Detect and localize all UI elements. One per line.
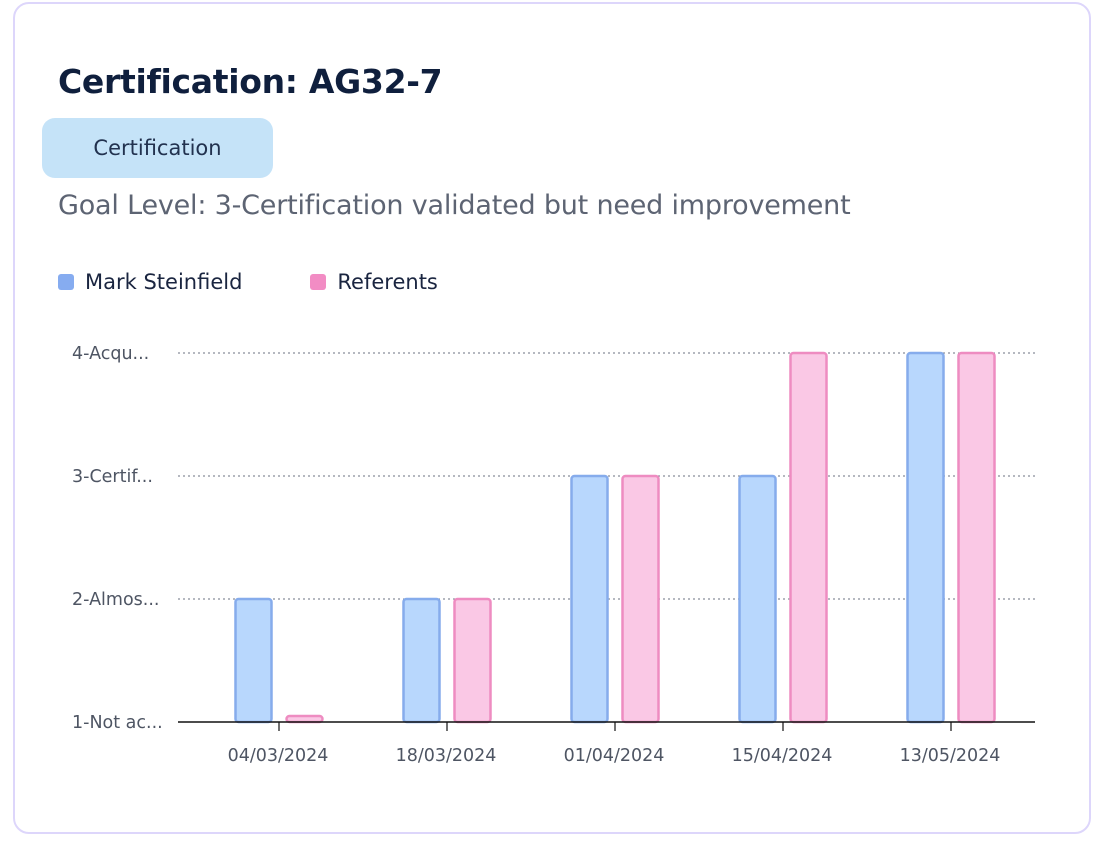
bar-series-a[interactable] <box>570 474 609 724</box>
y-tick-label: 3-Certif... <box>72 467 153 487</box>
bar-series-a[interactable] <box>234 597 273 724</box>
bar-series-b[interactable] <box>453 597 492 724</box>
legend-swatch-series-a <box>58 274 74 290</box>
chart-legend: Mark Steinfield Referents <box>58 270 506 294</box>
y-tick-label: 1-Not ac... <box>72 713 163 733</box>
x-tick-label: 04/03/2024 <box>228 746 329 766</box>
bar-series-b[interactable] <box>621 474 660 724</box>
x-tick-label: 01/04/2024 <box>564 746 665 766</box>
card-title: Certification: AG32-7 <box>58 62 443 101</box>
certification-tag[interactable]: Certification <box>42 118 273 178</box>
x-tick-label: 18/03/2024 <box>396 746 497 766</box>
legend-label-series-b: Referents <box>337 270 438 294</box>
legend-swatch-series-b <box>310 274 327 290</box>
y-tick-label: 2-Almos... <box>72 590 159 610</box>
legend-item-series-b[interactable]: Referents <box>310 270 438 294</box>
legend-label-series-a: Mark Steinfield <box>85 270 243 294</box>
bar-series-b[interactable] <box>285 714 324 724</box>
y-tick-label: 4-Acqu... <box>72 344 149 364</box>
x-tick-label: 13/05/2024 <box>900 746 1001 766</box>
goal-level-text: Goal Level: 3-Certification validated bu… <box>58 190 851 221</box>
bar-series-a[interactable] <box>402 597 441 724</box>
bar-series-b[interactable] <box>789 351 828 724</box>
x-tick-label: 15/04/2024 <box>732 746 833 766</box>
bar-series-a[interactable] <box>906 351 945 724</box>
legend-item-series-a[interactable]: Mark Steinfield <box>58 270 242 294</box>
bar-series-b[interactable] <box>957 351 996 724</box>
bar-series-a[interactable] <box>738 474 777 724</box>
x-axis-ticks: 04/03/2024 18/03/2024 01/04/2024 15/04/2024… <box>228 722 1001 766</box>
y-axis-ticks: 1-Not ac... 2-Almos... 3-Certif... 4-Acqu..… <box>72 344 163 733</box>
